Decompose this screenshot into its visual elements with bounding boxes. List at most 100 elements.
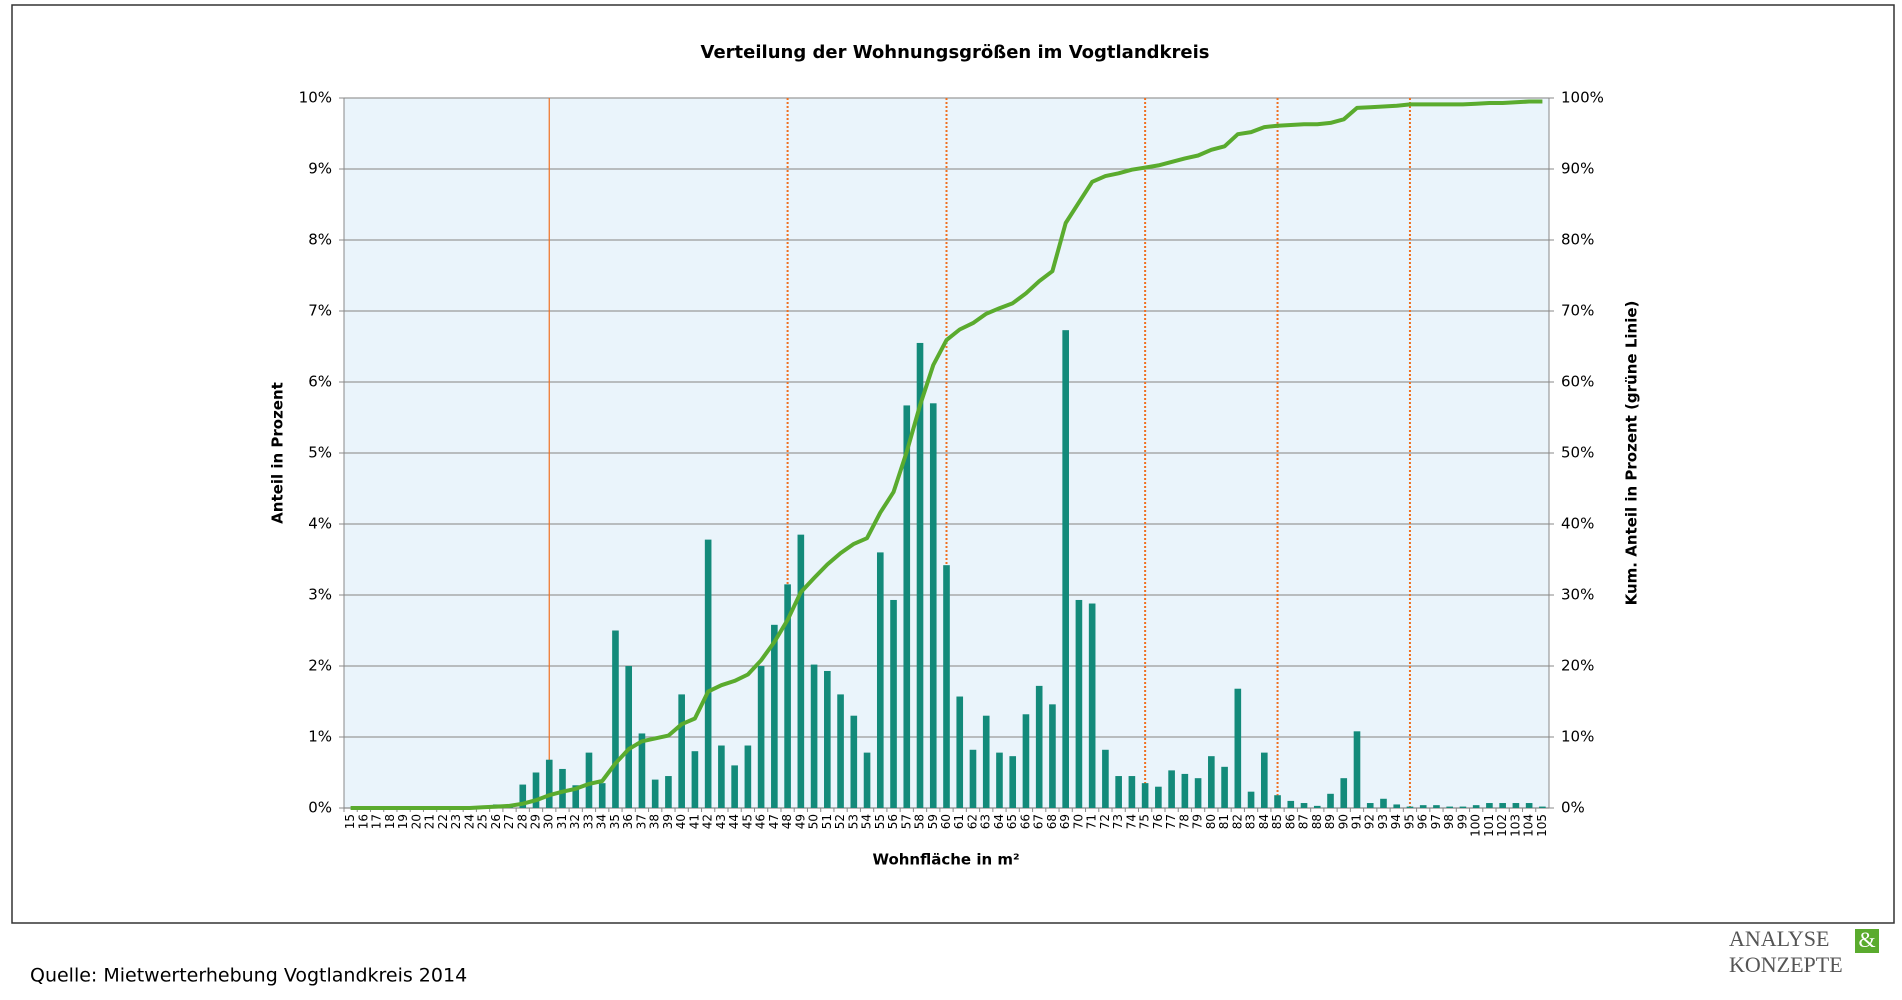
y2-tick-label: 60% [1561,373,1594,391]
y2-tick-label: 0% [1561,799,1585,817]
x-tick-label: 18 [383,814,397,829]
x-tick-label: 16 [356,814,370,829]
x-tick-label: 69 [1058,814,1072,829]
bar [1287,800,1295,808]
bar [771,624,778,808]
bar [1313,805,1321,808]
y2-tick-label: 100% [1561,89,1604,107]
x-tick-label: 59 [926,814,940,829]
y2-tick-label: 70% [1561,302,1594,320]
x-tick-label: 47 [767,814,781,829]
x-tick-label: 32 [568,814,582,829]
bar [1035,685,1043,808]
y-tick-label: 6% [308,373,332,391]
x-tick-label: 86 [1283,814,1297,829]
bar [784,584,791,808]
bar [1366,803,1374,808]
x-tick-label: 60 [939,814,953,829]
bar [691,751,699,808]
x-tick-label: 21 [423,814,437,829]
x-tick-label: 67 [1032,814,1046,829]
x-tick-label: 27 [502,814,516,829]
x-tick-label: 66 [1018,814,1032,829]
y-tick-label: 0% [308,799,332,817]
y-tick-label: 1% [308,728,332,746]
bar [863,752,871,808]
x-tick-label: 84 [1257,814,1271,829]
bar [1221,766,1228,808]
bar [1115,776,1122,808]
cumulative-line [350,99,1543,810]
x-tick-label: 25 [476,814,490,829]
bar [585,752,593,808]
x-tick-label: 31 [555,814,569,829]
bar [1327,793,1334,808]
bar [1141,783,1149,808]
x-tick-label: 40 [674,814,688,829]
bar [876,552,884,808]
x-tick-label: 90 [1336,814,1350,829]
x-tick-label: 15 [343,814,357,829]
bar [665,776,672,808]
bar [1128,776,1136,808]
x-tick-label: 62 [965,814,979,829]
x-tick-label: 96 [1416,814,1430,829]
bar [1088,603,1096,808]
y-axis-label: Anteil in Prozent [269,382,287,524]
bar [625,666,633,808]
x-tick-label: 50 [807,814,821,829]
x-tick-label: 36 [621,814,635,829]
bar [1380,798,1387,808]
y-tick-label: 4% [308,515,332,533]
x-tick-label: 30 [542,814,556,829]
x-tick-label: 44 [727,814,741,829]
bar [1486,803,1493,808]
x-tick-label: 82 [1230,814,1244,829]
x-tick-label: 88 [1310,814,1324,829]
bar [744,745,752,808]
y2-tick-label: 40% [1561,515,1594,533]
bar [651,779,659,808]
x-tick-label: 58 [913,814,927,829]
x-tick-label: 77 [1164,814,1178,829]
x-tick-label: 97 [1429,814,1443,829]
bar [757,666,765,808]
x-tick-label: 85 [1270,814,1284,829]
x-tick-label: 49 [793,814,807,829]
y-tick-label: 9% [308,160,332,178]
bar [1459,806,1467,808]
bar [890,599,897,808]
x-tick-label: 41 [687,814,701,829]
x-tick-label: 102 [1495,814,1509,837]
bar [1525,803,1533,808]
x-tick-label: 37 [634,814,648,829]
y-tick-label: 3% [308,586,332,604]
bar [1075,599,1083,808]
bar [1247,791,1255,808]
bar [1539,806,1546,808]
bar [678,694,685,808]
x-tick-label: 65 [1005,814,1019,829]
bar [572,785,580,808]
x-tick-label: 64 [992,814,1006,829]
x-tick-label: 54 [860,814,874,829]
bar [532,772,540,808]
x-tick-label: 55 [873,814,887,829]
x-tick-label: 28 [515,814,529,829]
y2-axis-label: Kum. Anteil in Prozent (grüne Linie) [1623,301,1641,606]
x-tick-label: 94 [1389,814,1403,829]
x-tick-label: 35 [608,814,622,829]
source-note: Quelle: Mietwerterhebung Vogtlandkreis 2… [30,965,467,987]
x-tick-label: 20 [409,814,423,829]
bar [903,405,911,808]
x-tick-label: 38 [648,814,662,829]
x-tick-label: 29 [529,814,543,829]
y-tick-label: 2% [308,657,332,675]
bar [1022,714,1030,808]
bar [718,745,725,808]
x-tick-label: 70 [1071,814,1085,829]
bar [1393,804,1401,808]
bar [982,715,990,808]
y2-tick-label: 10% [1561,728,1594,746]
